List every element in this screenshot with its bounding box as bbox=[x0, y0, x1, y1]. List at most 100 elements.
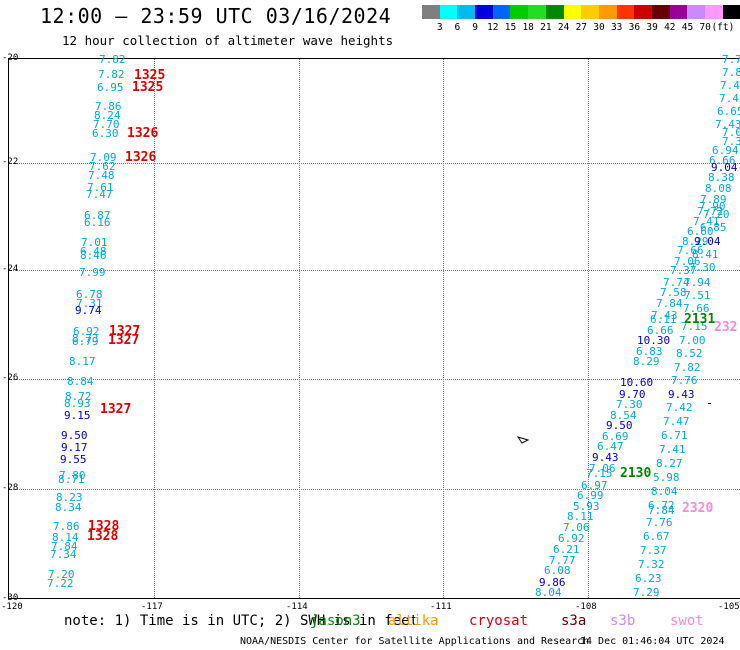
swh-reading: 7.61 bbox=[87, 181, 114, 194]
swh-reading: 6.71 bbox=[661, 429, 688, 442]
swh-reading: 7.82 bbox=[98, 68, 125, 81]
swh-reading: 8.23 bbox=[56, 491, 83, 504]
swh-reading: 7.84 bbox=[51, 540, 78, 553]
lat-label: -22 bbox=[2, 157, 19, 167]
swh-reading: 9.86 bbox=[539, 576, 566, 589]
swh-reading: 6.08 bbox=[544, 564, 571, 577]
swh-reading: 6.85 bbox=[700, 221, 727, 234]
swh-reading: 8.38 bbox=[708, 171, 735, 184]
swh-reading: 7.62 bbox=[89, 160, 116, 173]
legend-label: 33 bbox=[610, 22, 623, 33]
swh-reading: 7.00 bbox=[679, 334, 706, 347]
swh-reading: 7.76 bbox=[671, 374, 698, 387]
grid-line-lon bbox=[154, 59, 155, 598]
swh-reading: 7.20 bbox=[48, 568, 75, 581]
legend-swatch bbox=[616, 5, 635, 19]
pass-label: 232 bbox=[714, 320, 738, 335]
swh-reading: 9.43 bbox=[592, 451, 619, 464]
legend-swatch bbox=[651, 5, 670, 19]
swh-reading: 6.60 bbox=[687, 225, 714, 238]
swh-reading: 6.92 bbox=[73, 325, 100, 338]
swh-reading: 6.79 bbox=[72, 335, 99, 348]
legend-swatch bbox=[545, 5, 564, 19]
swh-reading: 7.77 bbox=[549, 554, 576, 567]
swh-reading: 8.04 bbox=[535, 586, 562, 599]
legend-swatch bbox=[528, 5, 546, 19]
swh-reading: 8.08 bbox=[705, 182, 732, 195]
legend-label: 18 bbox=[522, 22, 534, 33]
swh-reading: 8.29 bbox=[633, 355, 660, 368]
swh-reading: 7.94 bbox=[684, 276, 711, 289]
legend-label: 45 bbox=[681, 22, 694, 33]
lat-label: -26 bbox=[2, 373, 19, 383]
swh-reading: 7.40 bbox=[720, 79, 740, 92]
swh-reading: 7.72 bbox=[697, 205, 724, 218]
swh-reading: 7.15 bbox=[681, 320, 708, 333]
swh-reading: 9.70 bbox=[619, 388, 646, 401]
swh-reading: 7.70 bbox=[93, 118, 120, 131]
swh-reading: 8.04 bbox=[651, 485, 678, 498]
swh-reading: 7.41 bbox=[659, 443, 686, 456]
swh-reading: 6.65 bbox=[717, 105, 740, 118]
color-legend: 3 6 9 12 15 18 21 24 27 30 33 36 39 42 45 70 (ft) bbox=[422, 5, 740, 33]
map-frame bbox=[8, 58, 740, 599]
pass-label: 1327 bbox=[108, 333, 140, 348]
swh-reading: 7.22 bbox=[47, 577, 74, 590]
legend-swatch bbox=[722, 5, 740, 19]
swh-reading: 8.54 bbox=[610, 409, 637, 422]
swh-reading: 8.72 bbox=[65, 390, 92, 403]
swh-reading: 7.43 bbox=[651, 309, 678, 322]
page-subtitle: 12 hour collection of altimeter wave hei… bbox=[62, 33, 394, 48]
footer: NOAA/NESDIS Center for Satellite Applica… bbox=[240, 636, 725, 647]
swh-reading: 7.66 bbox=[683, 302, 710, 315]
swh-reading: 7.51 bbox=[684, 289, 711, 302]
swh-reading: 7.32 bbox=[638, 558, 665, 571]
pass-label: 1326 bbox=[127, 126, 159, 141]
swh-reading: 6.11 bbox=[650, 313, 677, 326]
legend-label: 6 bbox=[454, 22, 461, 33]
swh-reading: 6.16 bbox=[84, 216, 111, 229]
swh-reading: 7.45 bbox=[719, 92, 740, 105]
swh-reading: 7.0 bbox=[722, 126, 740, 139]
lon-label: -114 bbox=[286, 602, 308, 612]
pass-label: 2130 bbox=[620, 466, 652, 481]
swh-reading: 5.98 bbox=[653, 471, 680, 484]
satellite-name: altika bbox=[388, 613, 439, 629]
swh-reading: 6.30 bbox=[92, 127, 119, 140]
legend-label: (ft) bbox=[711, 22, 735, 33]
legend-swatch bbox=[510, 5, 529, 19]
swh-reading: 7.42 bbox=[666, 401, 693, 414]
swh-reading: 8.24 bbox=[94, 109, 121, 122]
swh-reading: 8.46 bbox=[80, 249, 107, 262]
swh-reading: 7.47 bbox=[86, 188, 113, 201]
swh-reading: 7.06 bbox=[563, 521, 590, 534]
swh-reading: 6.92 bbox=[558, 532, 585, 545]
swh-reading: 6.47 bbox=[597, 440, 624, 453]
legend-label: 36 bbox=[628, 22, 641, 33]
legend-label: 21 bbox=[540, 22, 552, 33]
swh-reading: 7.84 bbox=[656, 297, 683, 310]
lon-label: -111 bbox=[430, 602, 452, 612]
legend-swatch bbox=[705, 5, 723, 19]
lat-label: -30 bbox=[2, 593, 19, 603]
legend-label: 12 bbox=[487, 22, 499, 33]
swh-reading: 6.72 bbox=[648, 499, 675, 512]
swh-reading: 6.48 bbox=[80, 245, 107, 258]
lon-label: -108 bbox=[575, 602, 597, 612]
swh-reading: 7.66 bbox=[677, 244, 704, 257]
swh-reading: 7.37 bbox=[640, 544, 667, 557]
legend-swatch bbox=[581, 5, 599, 19]
grid-line-lon bbox=[299, 59, 300, 598]
swh-reading: 9.17 bbox=[61, 441, 88, 454]
swh-reading: 9.55 bbox=[60, 453, 87, 466]
swh-reading: 7.82 bbox=[674, 361, 701, 374]
swh-reading: 7.47 bbox=[663, 415, 690, 428]
swh-reading: 8.17 bbox=[69, 355, 96, 368]
island-icon bbox=[517, 436, 530, 444]
swh-reading: 7.76 bbox=[646, 516, 673, 529]
swh-reading: 7.82 bbox=[99, 53, 126, 66]
swh-reading: 7.29 bbox=[633, 586, 660, 599]
swh-reading: 10.60 bbox=[620, 376, 654, 389]
swh-reading: 7.80 bbox=[59, 469, 86, 482]
legend-label: 42 bbox=[664, 22, 676, 33]
